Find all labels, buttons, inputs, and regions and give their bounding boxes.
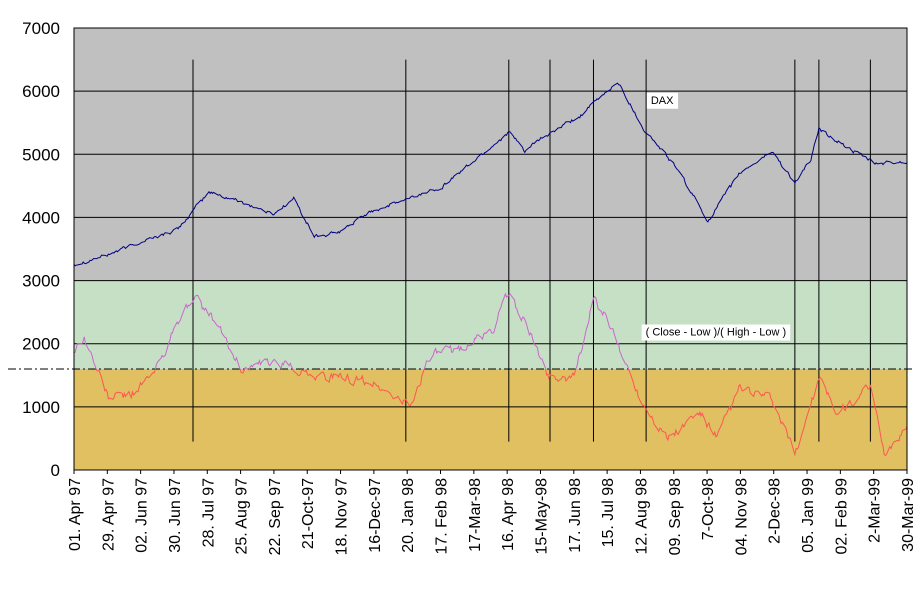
x-tick-label: 16-Dec-97 — [367, 478, 384, 553]
plot-border — [73, 27, 908, 471]
x-tick-label: 17. Feb 98 — [434, 478, 451, 555]
x-tick-label: 02. Feb 99 — [833, 478, 850, 555]
x-tick-label: 7-Oct-98 — [700, 478, 717, 540]
marker-lines — [192, 59, 871, 442]
x-tick-label: 09. Sep 98 — [667, 478, 684, 556]
x-tick-label: 12. Aug 98 — [633, 478, 650, 555]
annotation-label-1: ( Close - Low )/( High - Low ) — [646, 327, 787, 339]
x-tick-label: 17. Jun 98 — [567, 478, 584, 553]
series-oscillator-lower — [95, 368, 907, 457]
y-axis-ticks: 0 1000 2000 3000 4000 5000 6000 7000 — [22, 19, 60, 480]
x-tick-label: 22. Sep 97 — [267, 478, 284, 556]
x-axis-ticks: 01. Apr 97 29. Apr 97 02. Jun 97 30. Jun 97… — [67, 470, 917, 555]
annotation-label-0: DAX — [651, 95, 674, 107]
y-tick-label: 7000 — [22, 19, 60, 38]
x-tick-label: 16. Apr 98 — [500, 478, 517, 551]
x-tick-label: 15. Jul 98 — [600, 478, 617, 547]
x-tick-label: 20. Jan 98 — [400, 478, 417, 553]
x-tick-label: 04. Nov 98 — [733, 478, 750, 555]
x-tick-label: 2-Dec-98 — [767, 478, 784, 544]
y-tick-label: 1000 — [22, 398, 60, 417]
series-oscillator-upper — [74, 292, 630, 369]
series-lines — [73, 82, 908, 457]
annotation-box-1 — [641, 324, 791, 341]
band-0 — [74, 368, 907, 470]
x-tick-label: 30. Jun 97 — [167, 478, 184, 553]
x-tick-label: 02. Jun 97 — [134, 478, 151, 553]
x-tick-label: 28. Jul 97 — [200, 478, 217, 547]
plot-frame — [73, 27, 908, 471]
x-tick-label: 30-Mar-99 — [900, 478, 917, 552]
x-tick-label: 29. Apr 97 — [100, 478, 117, 551]
y-tick-label: 2000 — [22, 335, 60, 354]
y-tick-label: 6000 — [22, 82, 60, 101]
x-tick-label: 05. Jan 99 — [800, 478, 817, 553]
x-tick-label: 21-Oct-97 — [300, 478, 317, 549]
x-tick-label: 18. Nov 97 — [334, 478, 351, 555]
series-dax — [73, 82, 908, 267]
x-tick-label: 25. Aug 97 — [234, 478, 251, 555]
y-tick-label: 0 — [51, 461, 60, 480]
x-tick-label: 2-Mar-99 — [867, 478, 884, 543]
x-tick-label: 01. Apr 97 — [67, 478, 84, 551]
x-tick-label: 17-Mar-98 — [467, 478, 484, 552]
x-tick-label: 15-May-98 — [533, 478, 550, 555]
gridlines — [8, 90, 913, 408]
y-tick-label: 5000 — [22, 145, 60, 164]
annotation-box-0 — [646, 92, 679, 109]
annotations: DAX ( Close - Low )/( High - Low ) — [641, 92, 791, 341]
background-bands — [74, 28, 907, 470]
y-tick-label: 4000 — [22, 208, 60, 227]
y-tick-label: 3000 — [22, 272, 60, 291]
